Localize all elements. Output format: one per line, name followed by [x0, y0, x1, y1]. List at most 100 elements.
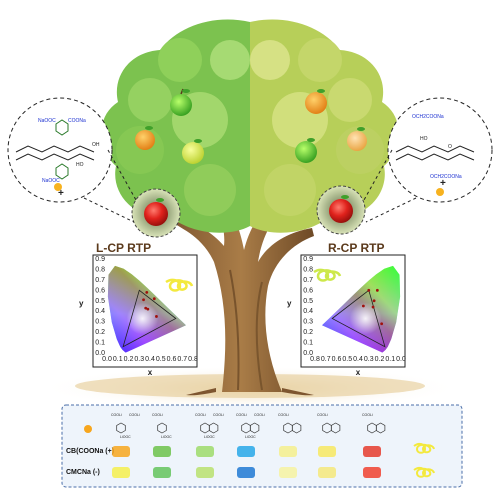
cie-left-xlabel: x [148, 368, 153, 377]
cie-left-xtick-9: 0.8 [188, 356, 198, 363]
legend-molecule-7-icon: COOLi [362, 413, 386, 434]
legend-molecule-4-label-3: COOLi [254, 413, 265, 417]
rmol-label-2: OCH2COONa [430, 174, 462, 180]
cie-right-ytick-3: 0.2 [303, 329, 313, 336]
legend-row-1-name: CB(COONa (+) [66, 448, 114, 455]
cie-right-xtick-9: 0.0 [396, 356, 406, 363]
cie-left-xtick-4: 0.3 [134, 356, 144, 363]
legend-molecule-3-label-2: LiOOC [204, 435, 215, 439]
rmol-label-1: OCH2COONa [412, 114, 444, 120]
cie-left-ytick-3: 0.2 [95, 329, 105, 336]
cie-right-point-6 [380, 322, 384, 326]
apple-yellow-left-icon [182, 139, 204, 164]
cie-right-ytick-6: 0.5 [303, 298, 313, 305]
legend-molecule-1-label-2: LiOOC [120, 435, 131, 439]
cie-chart-left: 0.0 0.1 0.2 0.3 0.4 0.5 0.6 0.7 0.80.00.10.20.30… [79, 254, 198, 377]
legend-molecule-1-icon: COOLi LiOOC COOLi [111, 413, 140, 439]
cie-left-white-point [126, 302, 159, 335]
cie-left-xtick-3: 0.2 [124, 356, 134, 363]
legend-swatch-r2-c7 [363, 467, 381, 478]
tree-trunk [168, 190, 314, 396]
cie-right-xtick-4: 0.5 [342, 356, 352, 363]
cie-left-point-2 [152, 297, 156, 301]
legend-molecule-6-icon: COOLi [317, 413, 341, 434]
cie-right-xtick-2: 0.7 [321, 356, 331, 363]
legend-molecule-5-icon: COOLi [278, 413, 302, 434]
legend-swatch-r2-c3 [196, 467, 214, 478]
cie-left-point-3 [142, 298, 145, 302]
right-cp-spiral-icon [313, 268, 342, 282]
legend-row-2-name: CMCNa (-) [66, 469, 100, 476]
cie-left-xtick-6: 0.5 [156, 356, 166, 363]
cie-right-ytick-7: 0.6 [303, 287, 313, 294]
legend-molecule-3-label-3: COOLi [213, 413, 224, 417]
legend-cation-icon [84, 425, 92, 433]
cie-right-xtick-5: 0.4 [353, 356, 363, 363]
legend-molecule-3-icon: COOLi LiOOC COOLi [195, 413, 224, 439]
cie-right-ytick-2: 0.1 [303, 340, 313, 347]
cie-left-xtick-8: 0.7 [177, 356, 187, 363]
cie-left-gamut-triangle [122, 289, 177, 348]
cie-chart-right: 0.8 0.7 0.6 0.5 0.4 0.3 0.2 0.1 0.00.00.10.20.30… [287, 254, 406, 377]
cie-left-point-5 [146, 307, 150, 311]
cie-right-ytick-10: 0.9 [303, 256, 313, 263]
plus-sign-right: + [440, 178, 446, 189]
cie-right-xtick-7: 0.2 [375, 356, 385, 363]
legend-swatch-r2-c4 [237, 467, 255, 478]
legend-swatch-r1-c3 [196, 446, 214, 457]
apple-orange-left-icon [135, 126, 155, 150]
legend-swatch-r1-c1 [112, 446, 130, 457]
apple-peach-right-icon [347, 127, 367, 151]
cie-right-point-3 [372, 299, 376, 303]
cie-right-ylabel: y [287, 299, 292, 308]
left-zoom-circle: NaOOC COONa NaOOC HO OH + [7, 97, 137, 223]
cation-dot-left [54, 183, 62, 191]
right-zoom-circle: OCH2COONa OCH2COONa HO O + [363, 97, 493, 223]
cie-right-xlabel: x [356, 368, 361, 377]
legend-swatch-r1-c6 [318, 446, 336, 457]
cie-left-xtick-1: 0.0 [102, 356, 112, 363]
cie-left-point-4 [144, 306, 148, 310]
cie-right-ytick-1: 0.0 [303, 350, 313, 357]
cie-right-ytick-8: 0.7 [303, 277, 313, 284]
red-apple-right-icon [316, 185, 366, 235]
cie-left-ytick-4: 0.3 [95, 319, 105, 326]
legend-swatch-r2-c6 [318, 467, 336, 478]
cie-right-point-4 [361, 304, 365, 308]
mol-label-3: NaOOC [42, 178, 60, 184]
cie-right-xtick-8: 0.1 [385, 356, 395, 363]
cie-left-ytick-7: 0.6 [95, 287, 105, 294]
mol-label-1: NaOOC [38, 118, 56, 124]
cie-left-ytick-5: 0.4 [95, 308, 105, 315]
apple-orange-top-right-icon [305, 89, 327, 114]
cie-right-xtick-3: 0.6 [332, 356, 342, 363]
cie-left-xtick-7: 0.6 [167, 356, 177, 363]
cie-left-ytick-8: 0.7 [95, 277, 105, 284]
cie-left-ytick-6: 0.5 [95, 298, 105, 305]
legend-molecule-5-label-1: COOLi [278, 413, 289, 417]
legend-swatch-r1-c2 [153, 446, 171, 457]
cie-right-ytick-5: 0.4 [303, 308, 313, 315]
left-cp-spiral-icon [165, 278, 194, 292]
cie-right-point-1 [367, 288, 371, 292]
cie-left-ytick-10: 0.9 [95, 256, 105, 263]
mol-label-4: HO [76, 162, 84, 168]
legend-molecule-7-label-1: COOLi [362, 413, 373, 417]
legend-swatch-r2-c5 [279, 467, 297, 478]
legend-molecule-4-label-2: LiOOC [245, 435, 256, 439]
legend-cp-spiral-top-icon [413, 442, 435, 454]
cie-right-ytick-4: 0.3 [303, 319, 313, 326]
legend-swatch-r1-c7 [363, 446, 381, 457]
legend-molecule-2-label-2: LiOOC [161, 435, 172, 439]
legend-molecule-2-label-1: COOLi [152, 413, 163, 417]
apple-green-right-icon [295, 138, 317, 163]
legend-molecule-6-label-1: COOLi [317, 413, 328, 417]
cie-right-xtick-1: 0.8 [310, 356, 320, 363]
mol-label-5: OH [92, 142, 100, 148]
cation-dot-right [436, 188, 444, 196]
cie-left-ylabel: y [79, 299, 84, 308]
cie-left-point-6 [155, 315, 158, 318]
cie-right-white-point [349, 302, 382, 335]
cie-left-ytick-1: 0.0 [95, 350, 105, 357]
